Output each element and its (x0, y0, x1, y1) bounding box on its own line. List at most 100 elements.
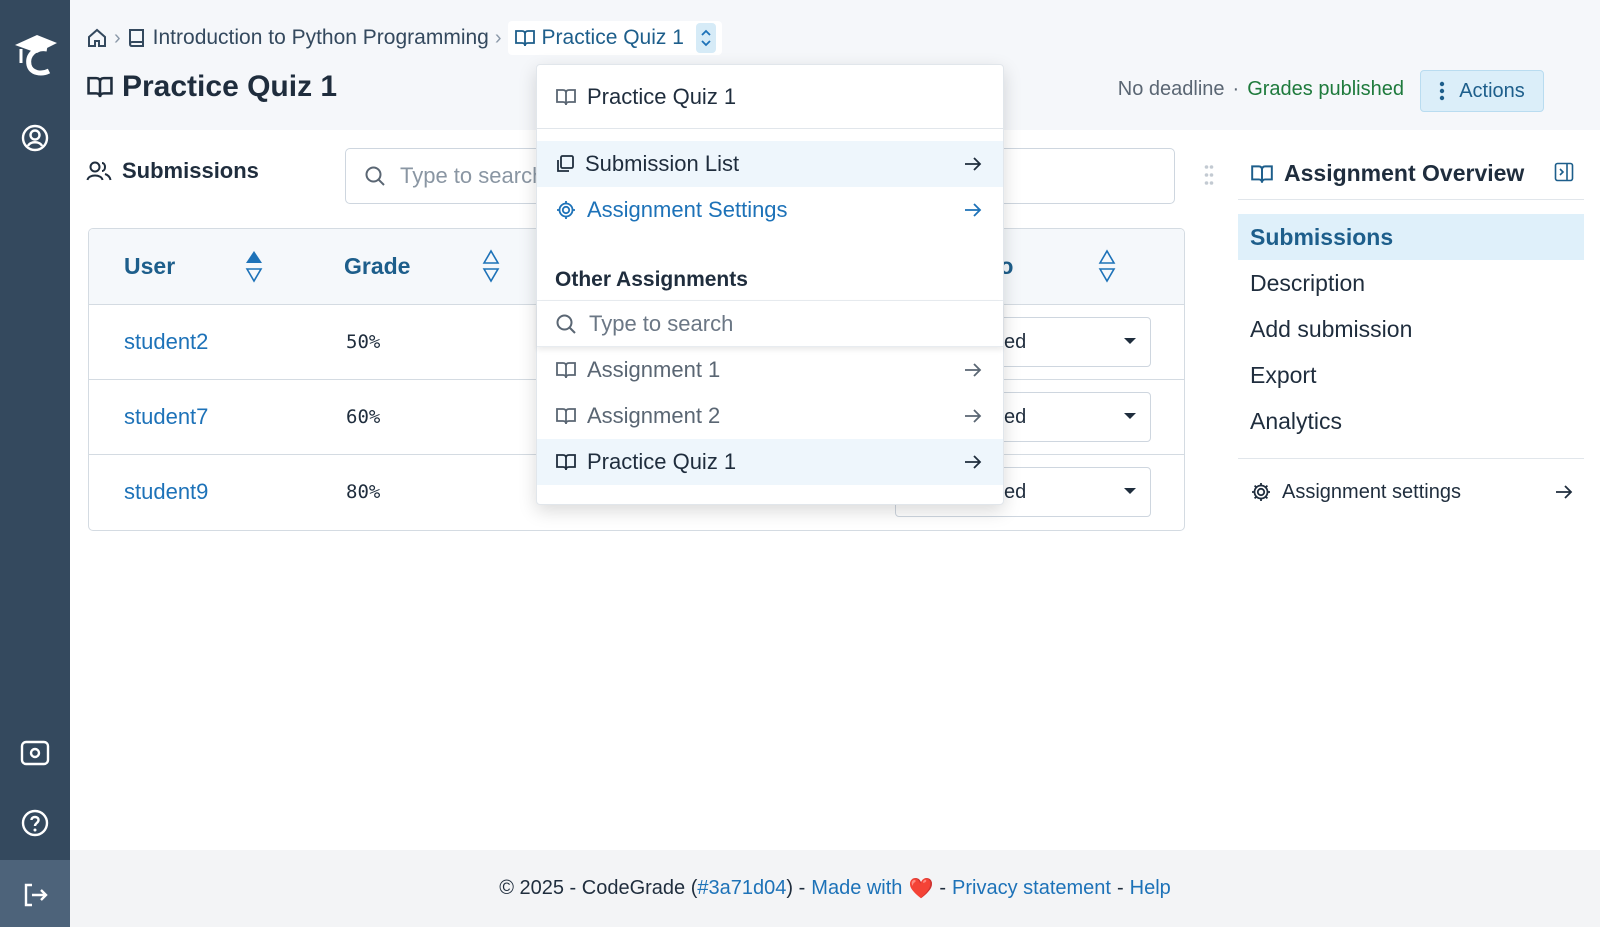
home-icon (88, 28, 106, 47)
breadcrumb-course-label: Introduction to Python Programming (152, 26, 489, 49)
assignment-settings-label: Assignment settings (1282, 480, 1461, 503)
open-book-icon (556, 408, 576, 425)
footer-paren: ) - (786, 877, 806, 899)
user-circle-icon[interactable] (0, 110, 70, 166)
assignee-value: ed (1004, 480, 1027, 503)
dropdown-assignment-settings-label: Assignment Settings (587, 197, 788, 222)
open-book-icon (514, 30, 535, 47)
arrow-right-icon (965, 363, 982, 377)
footer-dash: - (1116, 877, 1124, 899)
footer-copyright: © 2025 - CodeGrade ( (499, 877, 698, 899)
nav-analytics[interactable]: Analytics (1250, 407, 1343, 434)
assignment-switcher-dropdown: Practice Quiz 1 Submission List Assignme… (536, 64, 1004, 505)
search-icon (365, 166, 385, 186)
dropdown-submission-list[interactable]: Submission List (537, 141, 1003, 187)
caret-down-icon (1124, 338, 1136, 344)
breadcrumb: › Introduction to Python Programming › P… (86, 21, 722, 55)
assignment-switcher-button[interactable] (695, 23, 716, 53)
actions-button[interactable]: Actions (1420, 70, 1544, 112)
breadcrumb-assignment[interactable]: Practice Quiz 1 (507, 21, 722, 55)
assignment-settings-link[interactable]: Assignment settings (1238, 469, 1584, 515)
page-title: Practice Quiz 1 (86, 70, 337, 104)
dropdown-assignment-label: Practice Quiz 1 (587, 449, 737, 474)
breadcrumb-separator: › (494, 26, 502, 49)
footer-help-link[interactable]: Help (1129, 877, 1171, 899)
sort-icon[interactable] (1097, 249, 1117, 283)
gear-icon (557, 201, 575, 219)
gear-icon (1252, 483, 1270, 501)
assignee-select[interactable]: ed (895, 467, 1151, 517)
nav-submissions[interactable]: Submissions (1238, 214, 1584, 260)
arrow-right-icon (965, 409, 982, 423)
dropdown-current-label: Practice Quiz 1 (587, 83, 737, 109)
overview-header: Assignment Overview (1238, 148, 1584, 200)
copy-icon (557, 155, 574, 172)
submissions-heading-text: Submissions (122, 158, 259, 183)
dropdown-assignment-item-active[interactable]: Practice Quiz 1 (537, 439, 1003, 485)
dropdown-assignment-label: Assignment 2 (587, 403, 721, 428)
arrow-right-icon (965, 157, 982, 171)
vertical-dots-icon (1440, 81, 1445, 101)
nav-export[interactable]: Export (1250, 361, 1317, 388)
breadcrumb-assignment-label: Practice Quiz 1 (541, 26, 684, 49)
assignment-overview-panel: Assignment Overview Submissions Descript… (1238, 148, 1584, 515)
collapse-panel-icon[interactable] (1554, 162, 1574, 182)
dropdown-search-input[interactable]: Type to search (537, 301, 1003, 347)
arrow-right-icon (965, 455, 982, 469)
graduation-cap-logo[interactable] (0, 22, 70, 86)
divider (1238, 458, 1584, 459)
breadcrumb-course[interactable]: Introduction to Python Programming (127, 26, 489, 50)
dropdown-assignment-label: Assignment 1 (587, 357, 721, 382)
overview-title: Assignment Overview (1284, 160, 1525, 186)
open-book-icon (556, 88, 576, 105)
user-link[interactable]: student2 (124, 329, 209, 354)
breadcrumb-separator: › (114, 26, 121, 49)
dropdown-current-assignment[interactable]: Practice Quiz 1 (537, 65, 1003, 129)
dropdown-assignment-item[interactable]: Assignment 2 (537, 393, 1003, 439)
users-icon (86, 161, 112, 181)
book-icon (128, 29, 144, 47)
footer-made-with-link[interactable]: Made with (811, 877, 903, 899)
dropdown-search-placeholder: Type to search (589, 310, 734, 336)
deadline-text: No deadline (1117, 78, 1225, 100)
grade-value: 80% (346, 481, 381, 503)
arrow-right-icon (965, 203, 982, 217)
column-header-grade[interactable]: Grade (344, 253, 411, 279)
open-book-icon (556, 454, 576, 471)
nav-description[interactable]: Description (1250, 269, 1366, 296)
grades-status-badge: Grades published (1247, 78, 1404, 100)
submissions-heading: Submissions (86, 158, 259, 184)
dropdown-assignment-item[interactable]: Assignment 1 (537, 347, 1003, 393)
search-placeholder: Type to search (400, 163, 545, 188)
column-header-user[interactable]: User (124, 253, 176, 279)
footer: © 2025 - CodeGrade ( #3a71d04 ) - Made w… (70, 850, 1600, 927)
caret-down-icon (1124, 413, 1136, 419)
drag-handle-icon[interactable] (1204, 164, 1214, 186)
open-book-icon (556, 362, 576, 379)
heart-icon: ❤️ (908, 878, 934, 900)
assignee-value: ed (1004, 330, 1027, 353)
chevron-up-down-icon (701, 29, 711, 47)
admin-settings-icon[interactable] (0, 725, 70, 781)
sidebar (0, 0, 70, 927)
status-separator: · (1232, 78, 1240, 100)
user-link[interactable]: student7 (124, 404, 209, 429)
footer-version-link[interactable]: #3a71d04 (697, 877, 787, 899)
help-icon[interactable] (0, 795, 70, 851)
dropdown-submission-list-label: Submission List (585, 151, 740, 176)
sort-ascending-icon[interactable] (244, 249, 264, 283)
assignee-value: ed (1004, 405, 1027, 428)
logout-icon[interactable] (0, 860, 70, 927)
nav-add-submission[interactable]: Add submission (1250, 315, 1413, 342)
breadcrumb-home[interactable] (86, 27, 108, 49)
page-title-text: Practice Quiz 1 (122, 70, 338, 103)
footer-privacy-link[interactable]: Privacy statement (952, 877, 1111, 899)
footer-dash: - (939, 877, 947, 899)
dropdown-assignment-settings[interactable]: Assignment Settings (537, 187, 1003, 233)
caret-down-icon (1124, 488, 1136, 494)
grade-value: 50% (346, 331, 381, 353)
user-link[interactable]: student9 (124, 479, 209, 504)
arrow-right-icon (1556, 485, 1573, 499)
table-row[interactable]: student9 80% ed (89, 455, 1184, 530)
sort-icon[interactable] (481, 249, 501, 283)
